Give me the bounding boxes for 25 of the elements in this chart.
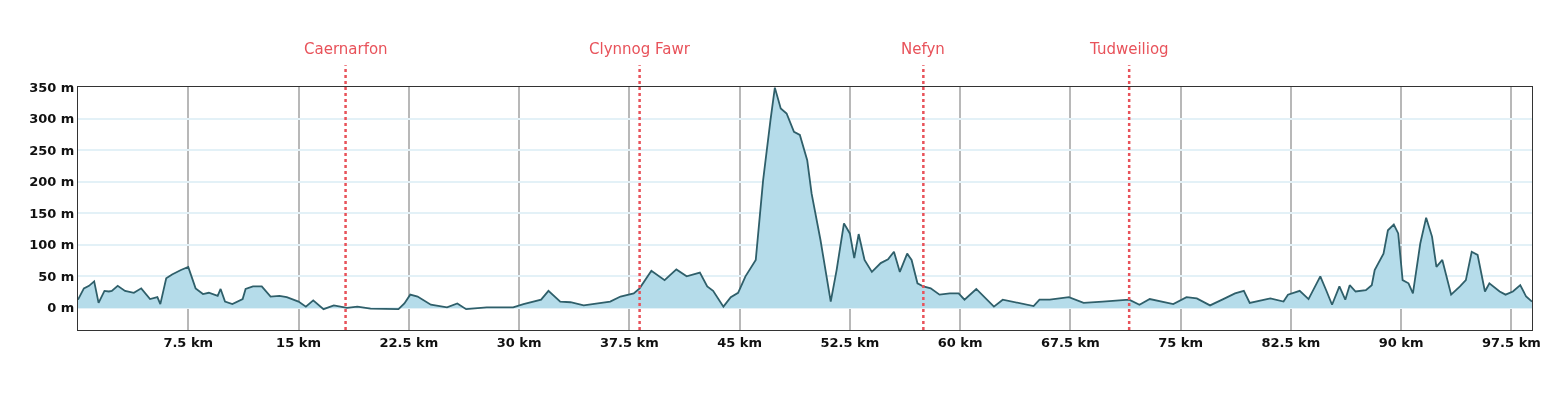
x-tick-label: 90 km bbox=[1378, 334, 1424, 350]
ref-line-label: Tudweiliog bbox=[1089, 40, 1169, 58]
y-tick-label: 50 m bbox=[38, 268, 75, 284]
x-tick-label: 15 km bbox=[276, 334, 321, 350]
ref-line-label: Clynnog Fawr bbox=[589, 40, 691, 58]
x-tick-label: 97.5 km bbox=[1482, 334, 1541, 350]
x-tick-label: 45 km bbox=[717, 334, 762, 350]
x-tick-label: 52.5 km bbox=[820, 334, 880, 350]
y-tick-label: 0 m bbox=[47, 300, 75, 316]
x-tick-label: 22.5 km bbox=[379, 334, 439, 350]
y-tick-label: 350 m bbox=[29, 79, 75, 95]
y-tick-label: 250 m bbox=[29, 142, 75, 158]
y-tick-label: 200 m bbox=[29, 174, 75, 190]
x-tick-label: 82.5 km bbox=[1261, 334, 1321, 350]
x-tick-label: 37.5 km bbox=[599, 334, 659, 350]
x-tick-label: 30 km bbox=[496, 334, 542, 350]
x-tick-label: 60 km bbox=[937, 334, 983, 350]
x-tick-label: 75 km bbox=[1158, 334, 1204, 350]
x-tick-label: 67.5 km bbox=[1040, 334, 1100, 350]
ref-line-label: Caernarfon bbox=[304, 40, 388, 58]
y-tick-label: 300 m bbox=[29, 111, 75, 127]
x-tick-label: 7.5 km bbox=[163, 334, 214, 350]
y-tick-label: 150 m bbox=[29, 205, 75, 221]
ref-line-label: Nefyn bbox=[901, 40, 945, 58]
y-tick-label: 100 m bbox=[29, 237, 75, 253]
